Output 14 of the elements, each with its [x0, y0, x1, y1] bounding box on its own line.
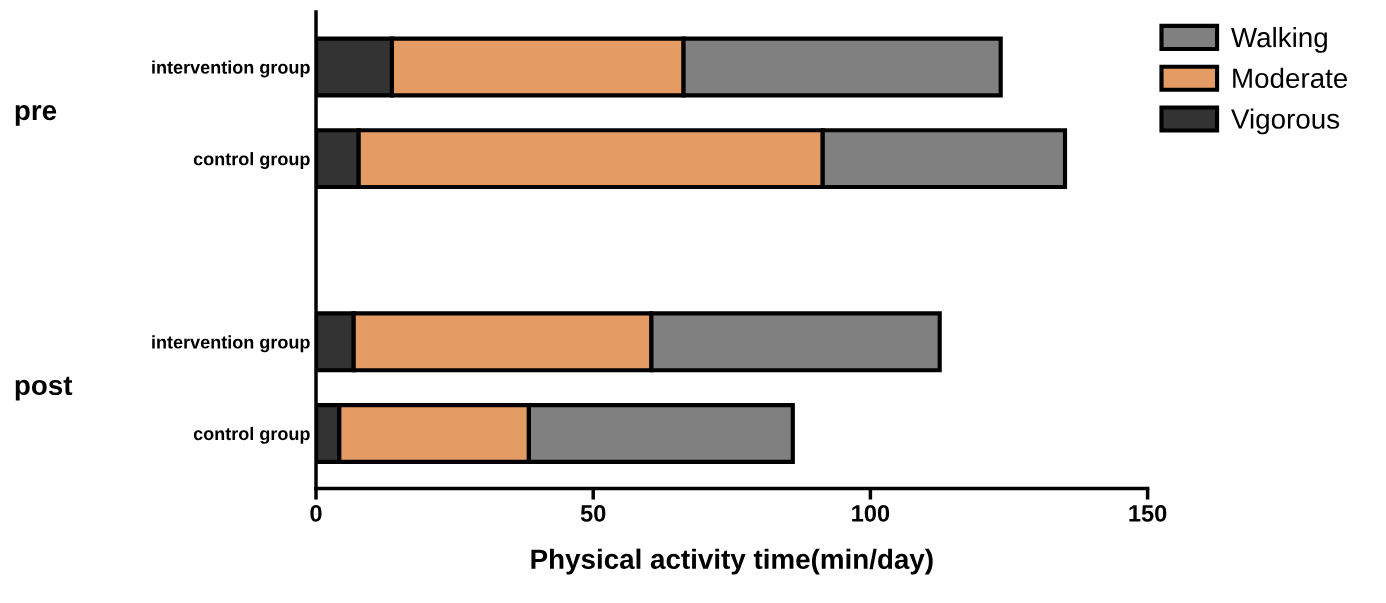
x-tick-label: 100: [852, 505, 890, 522]
legend-label: Walking: [1231, 26, 1327, 53]
y-tick-label: control group: [193, 152, 310, 169]
x-tick-label: 150: [1129, 505, 1167, 522]
x-tick-label: 0: [310, 505, 322, 522]
x-axis-title: Physical activity time(min/day): [531, 548, 933, 575]
legend-label: Vigorous: [1231, 108, 1340, 135]
x-tick-label: 50: [580, 505, 606, 522]
legend-label: Moderate: [1233, 67, 1348, 89]
text: post: [15, 376, 73, 401]
y-tick-label: control group: [193, 426, 310, 444]
y-tick-label: intervention group: [152, 335, 310, 353]
y-tick-label: intervention group: [152, 60, 310, 78]
text: pre: [15, 105, 57, 126]
